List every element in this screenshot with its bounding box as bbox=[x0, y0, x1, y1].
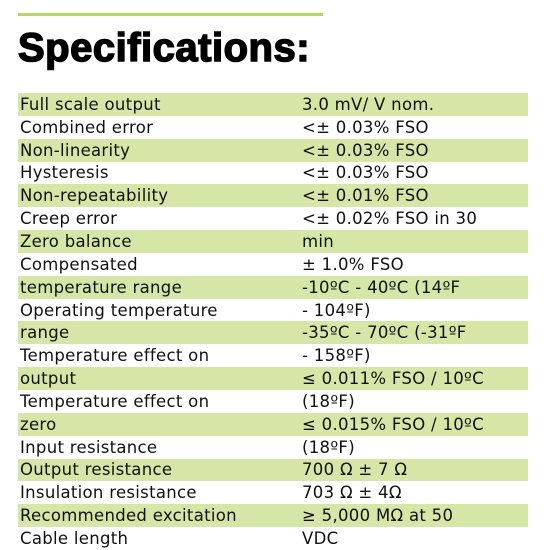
spec-value: -35ºC - 70ºC (-31ºF bbox=[302, 323, 467, 343]
spec-value: min bbox=[302, 231, 335, 251]
spec-row: Full scale output 3.0 mV/ V nom. bbox=[18, 93, 528, 116]
spec-row: range -35ºC - 70ºC (-31ºF bbox=[18, 321, 528, 345]
spec-value: 3.0 mV/ V nom. bbox=[302, 94, 435, 114]
spec-label: temperature range bbox=[20, 277, 183, 297]
spec-label: Zero balance bbox=[20, 231, 132, 251]
spec-row: Hysteresis <± 0.03% FSO bbox=[18, 162, 528, 185]
spec-value: <± 0.02% FSO in 30 bbox=[302, 209, 478, 229]
spec-row: Non-linearity <± 0.03% FSO bbox=[18, 138, 528, 162]
spec-label: Combined error bbox=[20, 117, 154, 137]
spec-row: Cable length VDC bbox=[18, 527, 528, 550]
spec-value: - 158ºF) bbox=[302, 346, 371, 366]
spec-row: zero ≤ 0.015% FSO / 10ºC bbox=[18, 412, 528, 436]
spec-label: Output resistance bbox=[20, 460, 173, 480]
spec-row: Compensated ± 1.0% FSO bbox=[18, 253, 528, 276]
spec-row: Input resistance (18ºF) bbox=[18, 436, 528, 459]
spec-label: Compensated bbox=[20, 254, 138, 274]
spec-label: Input resistance bbox=[20, 437, 158, 457]
spec-row: Combined error <± 0.03% FSO bbox=[18, 116, 528, 139]
spec-label: Operating temperature bbox=[20, 300, 218, 320]
spec-label: Temperature effect on bbox=[20, 391, 210, 411]
divider bbox=[18, 13, 323, 16]
spec-value: 700 Ω ± 7 Ω bbox=[302, 460, 408, 480]
spec-value: VDC bbox=[302, 528, 339, 548]
spec-row: output ≤ 0.011% FSO / 10ºC bbox=[18, 367, 528, 390]
spec-value: <± 0.01% FSO bbox=[302, 186, 429, 206]
spec-value: <± 0.03% FSO bbox=[302, 163, 429, 183]
spec-row: Temperature effect on - 158ºF) bbox=[18, 344, 528, 367]
spec-value: ≤ 0.011% FSO / 10ºC bbox=[302, 369, 484, 389]
spec-value: (18ºF) bbox=[302, 391, 355, 411]
spec-row: Non-repeatability <± 0.01% FSO bbox=[18, 184, 528, 208]
spec-label: zero bbox=[20, 414, 57, 434]
spec-row: Operating temperature - 104ºF) bbox=[18, 299, 528, 322]
spec-value: (18ºF) bbox=[302, 437, 355, 457]
spec-value: 703 Ω ± 4Ω bbox=[302, 483, 402, 503]
spec-row: Insulation resistance 703 Ω ± 4Ω bbox=[18, 481, 528, 504]
spec-table: Full scale output 3.0 mV/ V nom. Combined … bbox=[18, 93, 528, 550]
spec-value: <± 0.03% FSO bbox=[302, 140, 429, 160]
spec-value: - 104ºF) bbox=[302, 300, 371, 320]
spec-row: Temperature effect on (18ºF) bbox=[18, 390, 528, 413]
spec-row: Output resistance 700 Ω ± 7 Ω bbox=[18, 458, 528, 482]
spec-label: Creep error bbox=[20, 209, 118, 229]
spec-label: range bbox=[20, 323, 70, 343]
spec-label: Temperature effect on bbox=[20, 346, 210, 366]
spec-row: Creep error <± 0.02% FSO in 30 bbox=[18, 207, 528, 230]
spec-label: Recommended excitation bbox=[20, 506, 237, 526]
spec-value: ≥ 5,000 MΩ at 50 bbox=[302, 506, 454, 526]
spec-label: Insulation resistance bbox=[20, 483, 197, 503]
spec-label: Non-linearity bbox=[20, 140, 131, 160]
spec-value: ± 1.0% FSO bbox=[302, 254, 404, 274]
spec-value: -10ºC - 40ºC (14ºF bbox=[302, 277, 461, 297]
spec-label: output bbox=[20, 369, 77, 389]
spec-row: Zero balance min bbox=[18, 230, 528, 253]
title: Specifications: bbox=[17, 25, 311, 71]
spec-label: Full scale output bbox=[20, 94, 161, 114]
spec-row: Recommended excitation ≥ 5,000 MΩ at 50 bbox=[18, 504, 528, 528]
spec-row: temperature range -10ºC - 40ºC (14ºF bbox=[18, 275, 528, 299]
spec-value: <± 0.03% FSO bbox=[302, 117, 429, 137]
spec-value: ≤ 0.015% FSO / 10ºC bbox=[302, 414, 484, 434]
spec-label: Non-repeatability bbox=[20, 186, 169, 206]
spec-label: Cable length bbox=[20, 528, 129, 548]
spec-label: Hysteresis bbox=[20, 163, 109, 183]
